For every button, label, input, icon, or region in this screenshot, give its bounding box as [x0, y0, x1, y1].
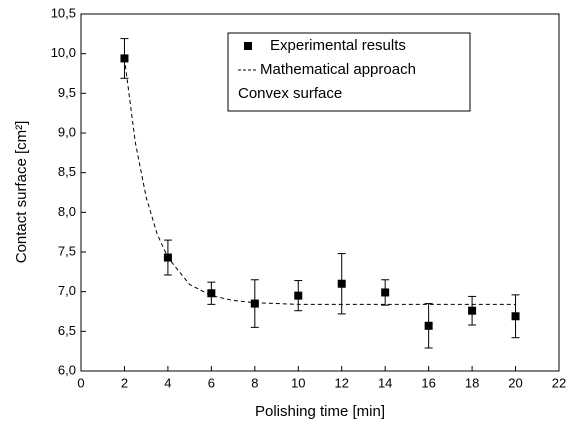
x-axis-label: Polishing time [min]	[255, 403, 385, 420]
marker	[163, 253, 172, 262]
x-tick-label: 4	[164, 375, 171, 390]
x-tick-label: 0	[77, 375, 84, 390]
marker	[120, 54, 129, 63]
x-tick-label: 16	[421, 375, 435, 390]
y-tick-label: 8,0	[58, 204, 76, 219]
y-tick-label: 7,5	[58, 243, 76, 258]
marker	[381, 288, 390, 297]
x-tick-label: 6	[208, 375, 215, 390]
y-tick-label: 10,0	[51, 45, 76, 60]
y-tick-label: 7,0	[58, 283, 76, 298]
x-tick-label: 14	[378, 375, 392, 390]
plot-frame	[80, 13, 560, 372]
y-axis-label: Contact surface [cm²]	[13, 121, 30, 264]
marker	[424, 321, 433, 330]
legend-marker	[244, 42, 252, 50]
marker	[468, 306, 477, 315]
marker	[207, 289, 216, 298]
marker	[250, 299, 259, 308]
y-tick-label: 6,0	[58, 362, 76, 377]
y-tick-label: 9,5	[58, 85, 76, 100]
marker	[294, 291, 303, 300]
y-tick-label: 8,5	[58, 164, 76, 179]
legend-label: Mathematical approach	[260, 61, 416, 78]
y-tick-label: 10,5	[51, 5, 76, 20]
x-tick-label: 20	[508, 375, 522, 390]
x-tick-label: 10	[291, 375, 305, 390]
annotation: Convex surface	[238, 85, 342, 102]
x-tick-label: 18	[465, 375, 479, 390]
x-tick-label: 2	[121, 375, 128, 390]
legend-label: Experimental results	[270, 37, 406, 54]
y-tick-label: 6,5	[58, 323, 76, 338]
x-tick-label: 12	[334, 375, 348, 390]
legend-box	[227, 32, 471, 112]
x-tick-label: 22	[552, 375, 566, 390]
marker	[337, 279, 346, 288]
marker	[511, 312, 520, 321]
x-tick-label: 8	[251, 375, 258, 390]
y-tick-label: 9,0	[58, 124, 76, 139]
